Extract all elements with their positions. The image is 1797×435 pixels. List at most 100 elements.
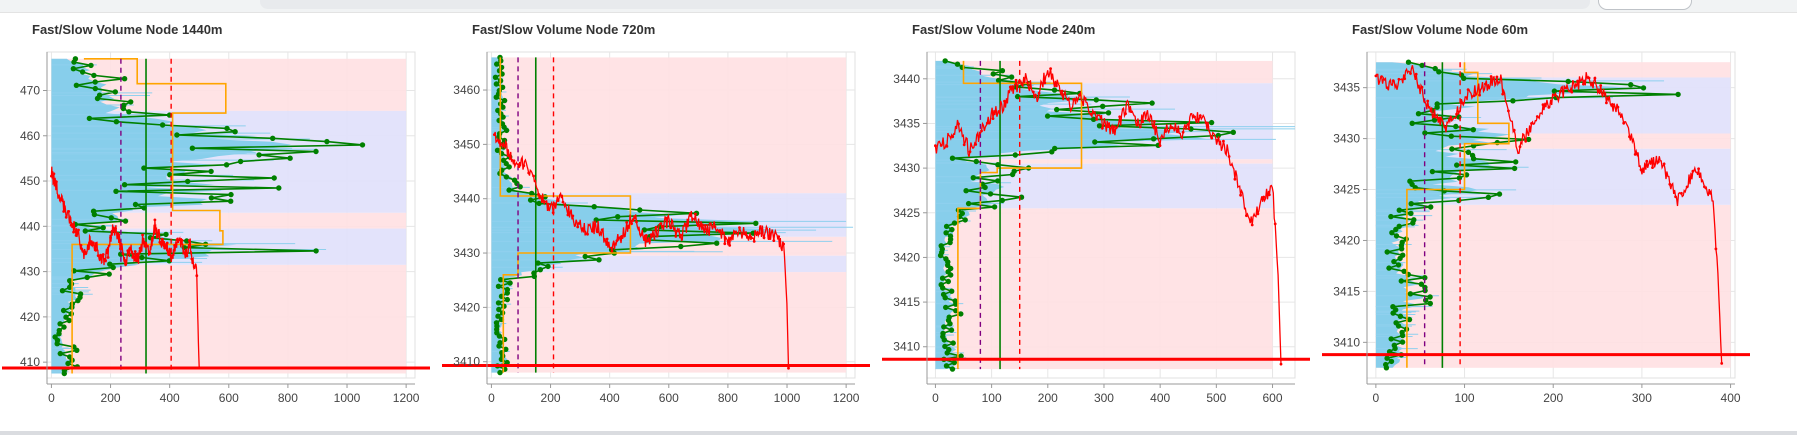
node-point <box>943 304 949 311</box>
price-point <box>644 234 648 237</box>
price-point <box>1639 168 1643 172</box>
price-point <box>160 237 164 241</box>
price-point <box>1250 223 1254 227</box>
y-tick-label: 3425 <box>1333 183 1360 197</box>
node-point <box>1388 336 1394 342</box>
price-point <box>1003 99 1006 103</box>
node-point <box>965 200 972 207</box>
node-point <box>313 148 319 155</box>
x-tick-label: 600 <box>659 391 679 405</box>
node-point <box>1100 103 1106 110</box>
node-point <box>82 228 89 234</box>
price-point <box>195 274 199 278</box>
price-point <box>1708 191 1712 195</box>
node-point <box>1388 358 1395 365</box>
chart-panel-1440m: 410 420 430 440 450 460 470 0 200 400 600 800 1000 12… <box>0 18 430 428</box>
node-point <box>946 346 952 353</box>
price-point <box>1193 115 1196 119</box>
price-point <box>1605 101 1608 105</box>
price-point <box>733 230 736 234</box>
node-point <box>228 191 234 198</box>
node-point <box>1510 98 1516 104</box>
price-point <box>595 230 599 234</box>
price-point <box>1026 81 1029 84</box>
node-point <box>495 283 502 289</box>
price-point <box>1397 77 1401 81</box>
price-point <box>143 243 147 246</box>
node-point <box>951 220 958 226</box>
node-point <box>950 340 956 346</box>
price-point <box>1198 114 1202 118</box>
price-point <box>1066 98 1070 101</box>
price-point <box>649 233 653 237</box>
node-point <box>189 145 196 151</box>
x-tick-label: 0 <box>488 391 495 405</box>
price-point <box>532 174 535 178</box>
node-point <box>63 314 69 320</box>
node-point <box>84 274 90 281</box>
price-point <box>1391 79 1395 83</box>
node-point <box>139 254 145 261</box>
browser-toolbar <box>0 0 1797 13</box>
price-point <box>173 244 177 247</box>
node-point <box>1453 123 1459 130</box>
node-point <box>1391 258 1397 265</box>
y-tick-label: 440 <box>20 219 40 233</box>
price-point <box>620 235 624 238</box>
price-point <box>1409 72 1412 75</box>
price-point <box>1656 160 1660 164</box>
price-point <box>718 229 722 232</box>
hvn-band <box>51 264 407 374</box>
price-point <box>1403 77 1407 81</box>
price-point <box>1233 177 1237 181</box>
x-tick-label: 500 <box>1206 391 1226 405</box>
price-point <box>1507 109 1510 113</box>
node-point <box>615 214 621 220</box>
price-point <box>67 210 71 213</box>
node-point <box>324 138 330 145</box>
price-point <box>1043 81 1047 85</box>
price-point <box>1135 123 1139 127</box>
price-point <box>1049 67 1052 70</box>
price-point <box>659 222 663 225</box>
node-point <box>1388 213 1394 220</box>
y-tick-label: 3450 <box>453 137 480 151</box>
chart-title: Fast/Slow Volume Node 240m <box>912 22 1096 37</box>
node-point <box>1386 265 1392 271</box>
node-point <box>88 62 94 69</box>
price-point <box>1697 167 1700 171</box>
node-point <box>1448 133 1454 139</box>
price-point <box>782 242 785 246</box>
node-point <box>77 291 84 297</box>
address-bar[interactable] <box>260 0 1590 9</box>
node-point <box>56 327 62 334</box>
hvn-band <box>935 208 1273 370</box>
node-point <box>990 71 996 77</box>
node-point <box>497 369 503 376</box>
price-point <box>136 252 140 256</box>
node-point <box>753 220 759 226</box>
price-point <box>772 239 776 243</box>
node-point <box>57 350 63 357</box>
node-point <box>271 175 277 181</box>
price-point <box>1628 135 1631 139</box>
price-point <box>1460 101 1464 105</box>
node-point <box>208 195 215 201</box>
toolbar-button[interactable] <box>1598 0 1692 10</box>
node-point <box>1418 281 1425 287</box>
price-point <box>997 110 1001 113</box>
node-point <box>100 225 106 231</box>
node-point <box>943 223 950 230</box>
y-tick-label: 3435 <box>1333 81 1360 95</box>
price-point <box>1380 75 1383 78</box>
node-point <box>1411 217 1417 223</box>
node-point <box>1383 361 1389 368</box>
x-tick-label: 0 <box>932 391 939 405</box>
price-point <box>1129 110 1133 113</box>
price-point <box>1472 94 1476 98</box>
node-point <box>1406 316 1413 323</box>
price-point <box>87 247 90 251</box>
price-point <box>767 237 771 241</box>
node-point <box>941 324 947 330</box>
node-point <box>938 243 944 249</box>
